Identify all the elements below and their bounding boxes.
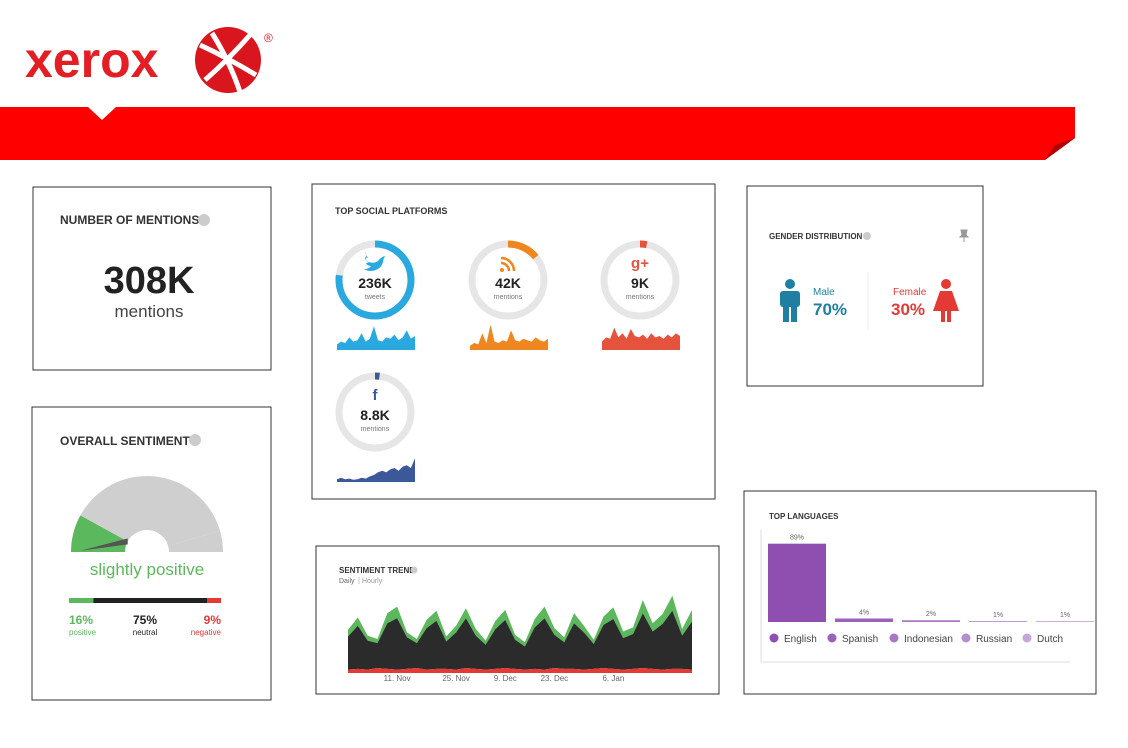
ring-share bbox=[335, 372, 415, 452]
sparkline bbox=[470, 324, 548, 350]
option[interactable]: Daily bbox=[339, 578, 355, 585]
gauge-segment bbox=[168, 530, 223, 552]
platform-unit: tweets bbox=[365, 294, 386, 301]
platform-icon bbox=[500, 268, 504, 272]
gauge-needle bbox=[81, 538, 128, 551]
x-tick-label: 23. Dec bbox=[541, 674, 569, 683]
banner-fold bbox=[1045, 138, 1075, 160]
ring-share bbox=[468, 240, 548, 320]
platform-value: 42K bbox=[495, 275, 521, 291]
sentiment-verdict: slightly positive bbox=[90, 560, 204, 579]
gender-value: 70% bbox=[813, 300, 847, 319]
mentions-value: 308K bbox=[104, 260, 195, 302]
logo-text: xerox bbox=[25, 32, 159, 88]
legend-dot bbox=[961, 633, 971, 643]
bar bbox=[969, 621, 1027, 622]
sentiment-name: neutral bbox=[133, 628, 158, 637]
gender-label: Female bbox=[893, 287, 927, 298]
pin-icon bbox=[958, 229, 970, 242]
sentiment-name: positive bbox=[69, 628, 97, 637]
bar-label: 2% bbox=[926, 611, 936, 618]
area-neutral bbox=[348, 610, 692, 670]
sentiment-value: 9% bbox=[204, 613, 222, 627]
legend-dot bbox=[769, 633, 779, 643]
bar-label: 89% bbox=[790, 535, 804, 542]
bar bbox=[835, 618, 893, 622]
female-icon bbox=[933, 279, 959, 322]
x-tick-label: 11. Nov bbox=[384, 674, 411, 683]
sentiment-name: negative bbox=[191, 628, 222, 637]
platform-value: 8.8K bbox=[360, 407, 390, 423]
option[interactable]: Hourly bbox=[362, 578, 383, 585]
banner bbox=[0, 107, 1075, 160]
card-title: TOP SOCIAL PLATFORMS bbox=[335, 206, 447, 216]
platform-icon: f bbox=[373, 387, 379, 404]
sentiment-bar bbox=[69, 598, 94, 603]
platform-unit: mentions bbox=[494, 294, 523, 301]
legend-dot bbox=[889, 633, 899, 643]
legend-label: Dutch bbox=[1037, 634, 1063, 645]
gauge bbox=[71, 476, 223, 552]
platform-icon bbox=[364, 251, 385, 271]
legend-label: Russian bbox=[976, 634, 1012, 645]
sentiment-value: 16% bbox=[69, 613, 93, 627]
card-title: TOP LANGUAGES bbox=[769, 512, 839, 521]
sentiment-bar bbox=[93, 598, 208, 603]
bar bbox=[1036, 621, 1094, 622]
card-title: OVERALL SENTIMENT bbox=[60, 434, 190, 448]
sentiment-value: 75% bbox=[133, 613, 157, 627]
sparkline bbox=[602, 327, 680, 350]
legend-label: Indonesian bbox=[904, 634, 953, 645]
x-tick-label: 9. Dec bbox=[494, 674, 517, 683]
bar-label: 1% bbox=[1060, 612, 1070, 619]
logo-sphere bbox=[195, 27, 261, 93]
card-title: NUMBER OF MENTIONS bbox=[60, 213, 199, 227]
help-icon bbox=[198, 214, 210, 226]
legend-label: English bbox=[784, 634, 817, 645]
mentions-card bbox=[32, 186, 272, 371]
platform-icon: g+ bbox=[631, 255, 649, 272]
bar bbox=[902, 620, 960, 622]
gender-value: 30% bbox=[891, 300, 925, 319]
mentions-unit: mentions bbox=[115, 302, 184, 321]
x-tick-label: 6. Jan bbox=[602, 674, 624, 683]
area-negative bbox=[348, 668, 692, 673]
registered-mark: ® bbox=[264, 31, 273, 45]
gender-label: Male bbox=[813, 287, 835, 298]
platform-unit: mentions bbox=[361, 426, 390, 433]
bar-label: 4% bbox=[859, 609, 869, 616]
platform-unit: mentions bbox=[626, 294, 655, 301]
sentiment-bar bbox=[207, 598, 221, 603]
x-tick-label: 25. Nov bbox=[442, 674, 470, 683]
sentiment-card bbox=[31, 406, 272, 701]
ring-share bbox=[600, 240, 680, 320]
sparkline bbox=[337, 326, 415, 350]
help-icon bbox=[410, 566, 418, 574]
platform-icon bbox=[500, 256, 516, 272]
platform-value: 9K bbox=[631, 275, 649, 291]
legend-dot bbox=[1022, 633, 1032, 643]
help-icon bbox=[863, 232, 871, 240]
card-title: SENTIMENT TREND bbox=[339, 566, 415, 575]
bar bbox=[768, 543, 826, 622]
legend-label: Spanish bbox=[842, 634, 878, 645]
platform-value: 236K bbox=[358, 275, 391, 291]
help-icon bbox=[189, 434, 201, 446]
bar-label: 1% bbox=[993, 612, 1003, 619]
legend-dot bbox=[827, 633, 837, 643]
sparkline bbox=[337, 458, 415, 482]
gauge-segment bbox=[80, 476, 220, 546]
ring-share bbox=[335, 240, 415, 320]
card-title: GENDER DISTRIBUTION bbox=[769, 232, 863, 241]
male-icon bbox=[780, 279, 800, 322]
